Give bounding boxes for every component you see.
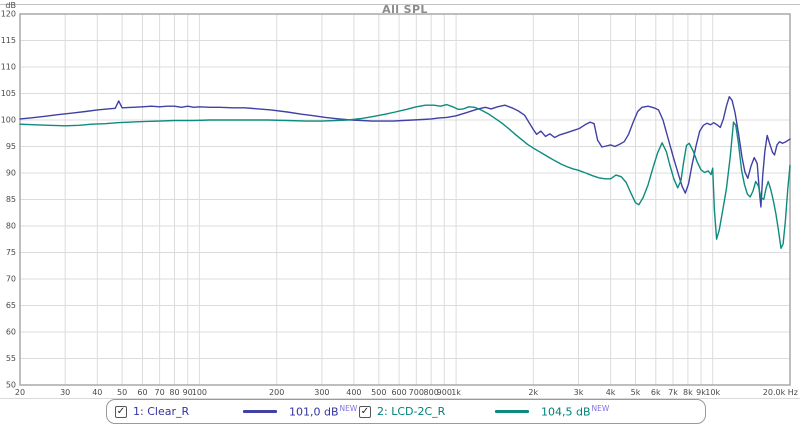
svg-text:900: 900 [437,388,452,397]
series-line-0 [19,95,791,208]
plot-border [19,13,791,386]
svg-text:7k: 7k [668,388,678,397]
svg-text:10k: 10k [705,388,720,397]
svg-text:500: 500 [371,388,386,397]
svg-text:40: 40 [92,388,102,397]
svg-text:85: 85 [6,195,16,204]
svg-text:2k: 2k [528,388,538,397]
svg-text:80: 80 [169,388,179,397]
checkmark-icon: ✓ [116,405,126,417]
legend-checkbox-lcd2c-r[interactable]: ✓ [359,405,371,418]
checkmark-icon: ✓ [360,405,370,417]
svg-text:9k: 9k [696,388,706,397]
svg-text:1k: 1k [451,388,461,397]
legend-entry-clear-r: ✓ 1: Clear_R 101,0 dBNEW [115,404,359,419]
svg-text:105: 105 [1,89,16,98]
svg-text:95: 95 [6,142,16,151]
svg-text:115: 115 [1,36,16,45]
panel-top-divider [0,4,800,5]
legend-entry-lcd2c-r: ✓ 2: LCD-2C_R 104,5 dBNEW [359,404,697,419]
panel-bottom-divider [0,398,800,399]
svg-text:400: 400 [346,388,361,397]
svg-text:100: 100 [1,116,16,125]
legend-label-clear-r: 1: Clear_R [133,405,190,418]
svg-text:60: 60 [6,328,16,337]
svg-text:4k: 4k [606,388,616,397]
svg-text:120: 120 [1,10,16,19]
svg-text:300: 300 [314,388,329,397]
svg-text:65: 65 [6,301,16,310]
svg-text:100: 100 [192,388,207,397]
svg-text:70: 70 [155,388,165,397]
series-line-1 [19,103,791,250]
legend-checkbox-clear-r[interactable]: ✓ [115,405,127,418]
svg-text:600: 600 [391,388,406,397]
svg-text:200: 200 [269,388,284,397]
legend-label-lcd2c-r: 2: LCD-2C_R [377,405,446,418]
legend-swatch-lcd2c-r [495,410,529,413]
legend: ✓ 1: Clear_R 101,0 dBNEW ✓ 2: LCD-2C_R 1… [106,399,706,424]
svg-text:75: 75 [6,248,16,257]
svg-text:20: 20 [15,388,25,397]
legend-value-clear-r: 101,0 dBNEW [289,404,358,419]
chart-title: All SPL [382,3,428,16]
svg-text:55: 55 [6,354,16,363]
svg-text:700: 700 [409,388,424,397]
legend-swatch-clear-r [243,410,277,413]
svg-text:3k: 3k [574,388,584,397]
svg-text:50: 50 [117,388,127,397]
svg-text:50: 50 [6,381,16,390]
svg-text:8k: 8k [683,388,693,397]
legend-value-lcd2c-r: 104,5 dBNEW [541,404,610,419]
svg-text:110: 110 [1,63,16,72]
svg-text:70: 70 [6,275,16,284]
svg-text:5k: 5k [631,388,641,397]
svg-text:6k: 6k [651,388,661,397]
svg-text:20.0k Hz: 20.0k Hz [763,388,798,397]
svg-text:30: 30 [60,388,70,397]
svg-text:800: 800 [424,388,439,397]
svg-text:80: 80 [6,222,16,231]
new-badge: NEW [339,404,358,414]
svg-text:dB: dB [5,1,16,10]
svg-text:90: 90 [6,169,16,178]
svg-text:60: 60 [137,388,147,397]
new-badge: NEW [591,404,610,414]
svg-text:90: 90 [183,388,193,397]
